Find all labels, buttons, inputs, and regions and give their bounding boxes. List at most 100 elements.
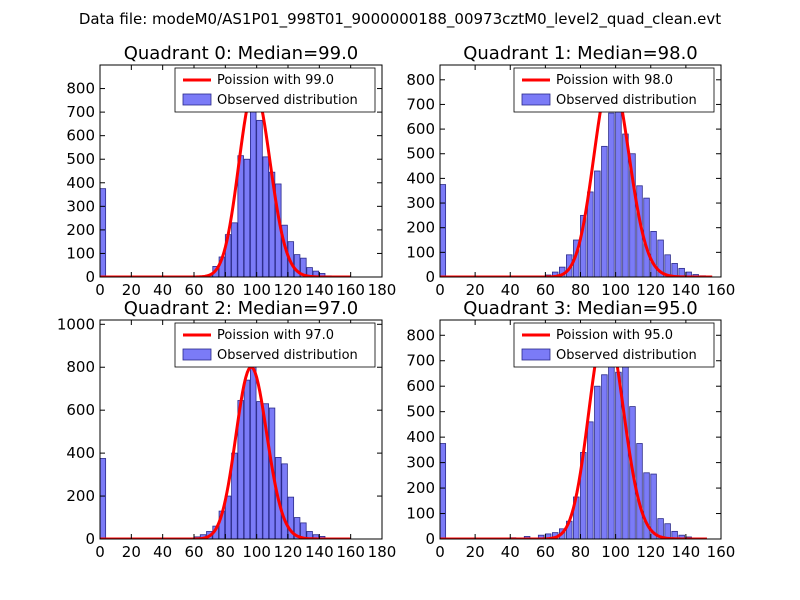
histogram-bar <box>243 379 251 539</box>
histogram-bar <box>100 188 107 277</box>
panel-title: Quadrant 0: Median=99.0 <box>124 43 359 64</box>
histogram-bar <box>440 443 447 539</box>
histogram-bar <box>249 363 257 539</box>
x-tick-label: 60 <box>536 281 555 299</box>
x-tick-label: 40 <box>153 543 172 561</box>
panels: 0 20 40 60 80 100 120 140 160 1800100200300400500… <box>57 43 736 561</box>
histogram-bar <box>231 222 238 277</box>
legend-label-poisson: Poission with 97.0 <box>217 328 334 343</box>
x-tick-label: 80 <box>216 543 235 561</box>
histogram-bar <box>594 170 601 277</box>
x-tick-label: 80 <box>571 543 590 561</box>
histogram-bar <box>671 530 678 539</box>
histogram-bar <box>587 421 594 539</box>
histogram-bar <box>312 270 320 277</box>
y-tick-label: 500 <box>406 403 435 421</box>
histogram-bar <box>664 523 671 539</box>
panel-title: Quadrant 2: Median=97.0 <box>124 298 359 319</box>
y-tick-label: 700 <box>406 95 435 113</box>
x-tick-label: 60 <box>184 281 203 299</box>
legend: Poission with 99.0 Observed distribution <box>174 67 376 113</box>
y-tick-label: 600 <box>406 120 435 138</box>
x-tick-label: 120 <box>274 281 303 299</box>
x-tick-label: 100 <box>601 543 630 561</box>
y-tick-label: 800 <box>406 326 435 344</box>
y-tick-label: 0 <box>425 268 435 286</box>
histogram-bar <box>100 458 107 539</box>
y-tick-label: 400 <box>66 444 95 462</box>
histogram-bar <box>671 263 678 277</box>
x-tick-label: 100 <box>242 543 271 561</box>
x-tick-label: 120 <box>274 543 303 561</box>
chart-panel-3: 0 20 40 60 80 100 120 140 160 0 100 200 300 400 500 600… <box>406 298 735 561</box>
x-tick-label: 140 <box>672 543 701 561</box>
x-tick-label: 100 <box>242 281 271 299</box>
histogram-bar <box>287 496 295 539</box>
axes-frame <box>99 64 383 278</box>
histogram-bar <box>678 534 685 539</box>
x-tick-label: 20 <box>122 281 141 299</box>
legend-bar-swatch <box>182 348 212 361</box>
y-tick-label: 600 <box>66 401 95 419</box>
panel-title: Quadrant 1: Median=98.0 <box>463 43 698 64</box>
histogram-bar <box>650 230 657 277</box>
histogram-bar <box>629 153 636 277</box>
y-tick-label: 100 <box>406 243 435 261</box>
histogram-bar <box>615 106 622 277</box>
x-tick-label: 40 <box>153 281 172 299</box>
histogram-bar <box>306 267 313 277</box>
legend-label-poisson: Poission with 98.0 <box>556 73 673 88</box>
legend-label-observed: Observed distribution <box>217 93 358 108</box>
poisson-curve <box>440 323 707 539</box>
legend-label-observed: Observed distribution <box>217 348 358 363</box>
y-tick-label: 400 <box>66 174 95 192</box>
y-tick-label: 100 <box>406 505 435 523</box>
y-tick-label: 500 <box>66 150 95 168</box>
x-tick-label: 160 <box>336 543 365 561</box>
x-tick-label: 120 <box>636 543 665 561</box>
x-tick-label: 120 <box>636 281 665 299</box>
x-tick-label: 20 <box>466 281 485 299</box>
x-tick-label: 20 <box>122 543 141 561</box>
figure-suptitle: Data file: modeM0/AS1P01_998T01_90000001… <box>79 10 721 29</box>
x-tick-label: 20 <box>466 543 485 561</box>
y-tick-label: 600 <box>406 377 435 395</box>
x-tick-label: 160 <box>707 543 736 561</box>
histogram-bar <box>262 156 269 277</box>
histogram-bar <box>601 374 608 539</box>
legend: Poission with 97.0 Observed distribution <box>174 322 376 368</box>
x-tick-label: 80 <box>216 281 235 299</box>
y-tick-label: 800 <box>406 71 435 89</box>
histogram-bar <box>262 403 269 539</box>
panel-title: Quadrant 3: Median=95.0 <box>463 298 698 319</box>
legend-bar-swatch <box>521 93 551 106</box>
y-tick-label: 700 <box>406 352 435 370</box>
histogram-bar <box>293 517 301 539</box>
legend-bar-swatch <box>182 93 212 106</box>
histogram-bar <box>657 518 664 539</box>
chart-panel-0: 0 20 40 60 80 100 120 140 160 1800100200300400500… <box>66 43 396 299</box>
y-tick-label: 200 <box>66 221 95 239</box>
y-tick-label: 300 <box>406 454 435 472</box>
histogram-bar <box>243 158 251 277</box>
y-tick-label: 300 <box>66 197 95 215</box>
legend: Poission with 98.0 Observed distribution <box>513 67 715 113</box>
x-tick-label: 160 <box>336 281 365 299</box>
y-tick-label: 200 <box>406 219 435 237</box>
legend-label-observed: Observed distribution <box>556 93 697 108</box>
legend-bar-swatch <box>521 348 551 361</box>
histogram-bar <box>281 463 288 539</box>
x-tick-label: 140 <box>672 281 701 299</box>
histogram-bar <box>678 267 685 277</box>
axes-frame <box>99 319 383 540</box>
histogram-bar <box>224 495 232 539</box>
y-tick-label: 0 <box>85 530 95 548</box>
y-tick-label: 1000 <box>57 315 95 333</box>
x-tick-label: 0 <box>435 543 445 561</box>
y-tick-label: 400 <box>406 169 435 187</box>
histogram-bar <box>440 184 447 277</box>
y-tick-label: 700 <box>66 103 95 121</box>
y-tick-label: 800 <box>66 358 95 376</box>
histogram-bars <box>440 106 706 277</box>
